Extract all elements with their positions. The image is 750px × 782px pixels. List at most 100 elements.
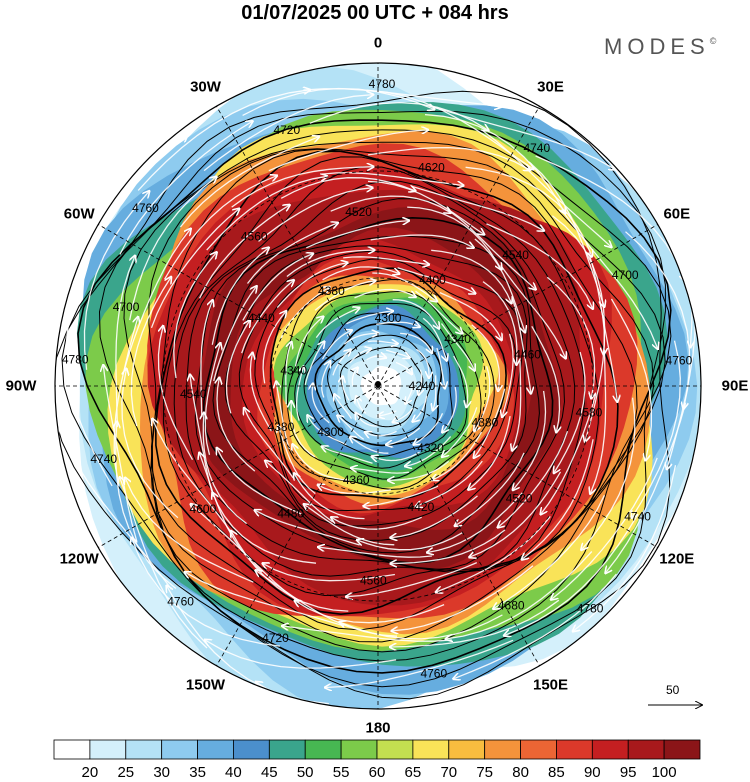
streamline [407, 206, 501, 269]
streamline [103, 365, 138, 542]
streamline [280, 287, 330, 340]
colorbar-swatch [233, 739, 270, 760]
streamline [388, 460, 450, 480]
streamline [535, 155, 686, 281]
longitude-label: 30W [190, 78, 221, 96]
streamline [217, 448, 302, 515]
streamline [262, 311, 286, 384]
streamline [250, 353, 272, 432]
colorbar-tick-label: 95 [619, 764, 637, 781]
meridian-line [377, 385, 540, 666]
height-contour [123, 141, 666, 653]
streamline [342, 377, 350, 401]
streamline [416, 460, 483, 506]
height-contour [55, 90, 671, 700]
streamline [129, 177, 217, 321]
streamline [397, 267, 476, 294]
streamline [414, 413, 444, 444]
streamline [258, 188, 373, 242]
streamline [116, 422, 177, 589]
longitude-label: 120W [59, 550, 99, 567]
streamline [439, 292, 502, 340]
streamline [560, 209, 658, 349]
colorbar-tick-label: 90 [583, 764, 601, 781]
streamline [395, 361, 412, 375]
contour-label: 4300 [375, 311, 402, 325]
streamline [413, 395, 428, 422]
streamline [255, 510, 360, 546]
colorbar-tick-label: 45 [260, 764, 278, 781]
contour-label: 4760 [666, 354, 693, 368]
contour-label: 4460 [514, 347, 541, 361]
streamline [276, 263, 347, 309]
streamline [368, 146, 530, 171]
streamline [416, 348, 429, 377]
contour-label: 4380 [318, 284, 345, 298]
streamline [119, 121, 253, 255]
brand-name: MODES [604, 34, 710, 59]
streamline [446, 551, 593, 639]
streamline [500, 265, 566, 358]
map-title: 01/07/2025 00 UTC + 084 hrs [241, 2, 509, 24]
streamline [378, 410, 397, 416]
streamline [427, 492, 523, 553]
latitude-circle [269, 277, 487, 495]
brand-logo: MODES© [604, 34, 716, 60]
streamline [352, 368, 357, 386]
contour-label: 4600 [190, 502, 217, 516]
contour-label: 4720 [262, 631, 289, 645]
streamline [242, 254, 313, 321]
streamline [231, 167, 374, 208]
streamline [325, 639, 514, 687]
streamline [422, 317, 447, 360]
streamline [522, 439, 594, 559]
latitude-circle [162, 170, 594, 602]
colorbar-tick-label: 20 [81, 764, 99, 781]
streamline [321, 172, 464, 186]
contour-label: 4560 [241, 230, 268, 244]
streamline [625, 231, 691, 409]
streamline [205, 640, 397, 669]
streamline [263, 563, 395, 582]
streamline [185, 572, 345, 627]
wind-speed-band [360, 365, 402, 406]
streamline [551, 457, 658, 600]
streamline [203, 413, 248, 525]
streamline [343, 333, 378, 345]
streamline [122, 229, 190, 375]
contour-label: 4740 [523, 141, 550, 155]
copyright-mark: © [709, 36, 717, 46]
streamline [554, 351, 586, 473]
colorbar-tick-label: 50 [296, 764, 314, 781]
contour-label: 4760 [132, 201, 159, 215]
streamline [113, 317, 138, 486]
streamline [474, 388, 506, 458]
streamline [304, 342, 324, 386]
streamline [405, 436, 452, 467]
streamline [121, 369, 179, 519]
contour-label: 4720 [273, 123, 300, 137]
longitude-label: 90W [5, 377, 37, 395]
streamline [511, 298, 531, 394]
colorbar-swatch [125, 739, 163, 760]
streamline [179, 137, 319, 228]
streamline [332, 350, 351, 376]
streamline [455, 452, 525, 526]
streamline [372, 272, 437, 301]
streamline [504, 514, 639, 635]
contour-label: 4700 [612, 268, 639, 282]
streamline [206, 176, 327, 251]
streamline [541, 394, 597, 514]
streamline [65, 296, 113, 487]
contour-label: 4540 [502, 248, 529, 262]
contour-label: 4760 [420, 667, 447, 681]
colorbar-swatch [340, 739, 378, 760]
contour-label: 4740 [90, 452, 117, 466]
colorbar-swatch [556, 739, 593, 760]
height-contour [238, 250, 524, 527]
streamline [442, 407, 478, 456]
streamline [346, 562, 478, 597]
contour-label: 4420 [408, 500, 435, 514]
streamline [211, 248, 268, 345]
